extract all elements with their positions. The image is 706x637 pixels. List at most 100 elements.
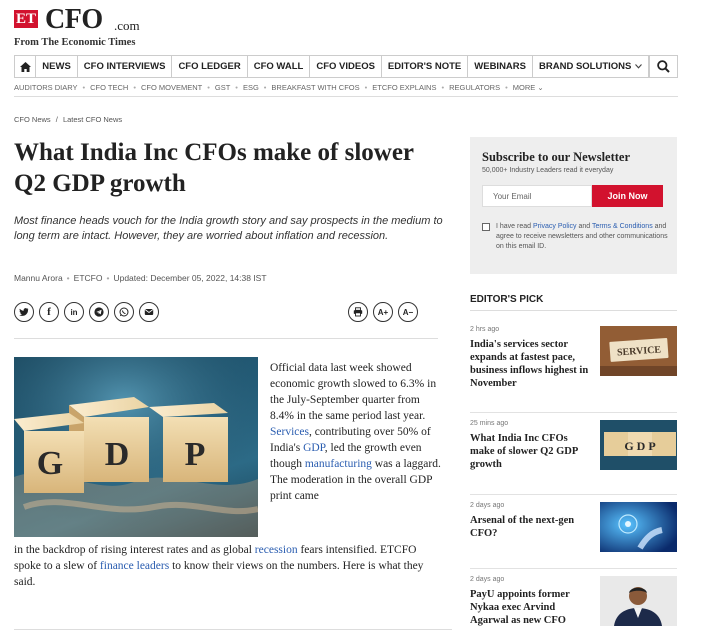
twitter-icon (19, 308, 29, 316)
article-hero-image: G D P (14, 357, 258, 537)
breadcrumb-home[interactable]: CFO News (14, 115, 51, 124)
font-decrease-button[interactable]: A− (398, 302, 418, 322)
search-icon (657, 60, 670, 73)
subnav-item-esg[interactable]: ESG (242, 83, 259, 92)
consent-text-part: and agree to receive newsletters and oth… (496, 223, 668, 250)
article-source: ETCFO (73, 273, 103, 283)
divider (14, 338, 438, 339)
editors-pick-thumbnail (600, 502, 677, 552)
article-body-top: Official data last week showed economic … (270, 360, 442, 504)
body-text: was a laggard. The moderation in the ove… (270, 458, 441, 502)
nav-item-brand-solutions[interactable]: BRAND SOLUTIONS (533, 56, 650, 77)
subnav-item-breakfast-with-cfos[interactable]: BREAKFAST WITH CFOS (271, 83, 360, 92)
body-text: to know their views on the numbers. Here… (14, 560, 424, 588)
chevron-down-icon (635, 64, 643, 69)
newsletter-title: Subscribe to our Newsletter (482, 150, 631, 164)
breadcrumb-separator: / (55, 115, 58, 124)
twitter-share-button[interactable] (14, 302, 34, 322)
breadcrumb-current[interactable]: Latest CFO News (62, 115, 123, 124)
newsletter-subtitle: 50,000+ Industry Leaders read it everyda… (482, 167, 614, 174)
body-text: , contributing over 50% of India's (270, 426, 431, 454)
whatsapp-icon (119, 307, 129, 317)
join-now-button[interactable]: Join Now (592, 185, 663, 207)
logo-com: .com (114, 18, 140, 33)
main-nav: NEWS CFO INTERVIEWS CFO LEDGER CFO WALL … (14, 55, 678, 78)
link-services[interactable]: Services (270, 426, 309, 438)
logo-et: ET (14, 10, 39, 28)
nav-item-webinars[interactable]: WEBINARS (468, 56, 533, 77)
gdp-blocks-illustration: G D P (14, 357, 258, 537)
divider (470, 310, 677, 311)
terms-link[interactable]: Terms & Conditions (592, 223, 653, 230)
privacy-policy-link[interactable]: Privacy Policy (532, 223, 577, 230)
subnav-item-more[interactable]: MORE ⌄ (513, 83, 544, 92)
body-text: , led the growth even though (270, 442, 422, 470)
editors-pick-title[interactable]: Arsenal of the next-gen CFO? (470, 515, 575, 539)
search-button[interactable] (650, 56, 677, 77)
consent-text: I have read Privacy Policy and Terms & C… (496, 222, 668, 252)
facebook-share-button[interactable]: f (39, 302, 59, 322)
breadcrumb: CFO News / Latest CFO News (14, 115, 122, 124)
editors-pick-time: 25 mins ago (470, 420, 509, 427)
email-share-button[interactable] (139, 302, 159, 322)
subnav-item-gst[interactable]: GST (214, 83, 231, 92)
consent-text-part: I have read (496, 223, 533, 230)
svg-text:D: D (105, 436, 130, 473)
nav-item-news[interactable]: NEWS (36, 56, 78, 77)
chevron-down-icon: ⌄ (537, 83, 544, 92)
editors-pick-title[interactable]: India's services sector expands at faste… (470, 339, 589, 389)
updated-time: Updated: December 05, 2022, 14:38 IST (113, 273, 267, 283)
subnav-item-regulators[interactable]: REGULATORS (449, 83, 501, 92)
article-body-bottom: in the backdrop of rising interest rates… (14, 542, 444, 590)
editors-pick-time: 2 days ago (470, 502, 505, 509)
nav-spacer (649, 56, 651, 77)
svg-text:P: P (185, 436, 206, 473)
link-finance-leaders[interactable]: finance leaders (99, 560, 170, 572)
sub-nav: AUDITORS DIARY • CFO TECH • CFO MOVEMENT • … (14, 83, 544, 92)
link-gdp[interactable]: GDP (303, 442, 325, 454)
article-tools: A+ A− (348, 302, 418, 322)
divider (470, 412, 677, 413)
nav-home[interactable] (15, 56, 37, 77)
editors-pick-title[interactable]: What India Inc CFOs make of slower Q2 GD… (470, 433, 578, 470)
divider (470, 568, 677, 569)
nav-item-editors-note[interactable]: EDITOR'S NOTE (382, 56, 469, 77)
nav-item-brand-solutions-label: BRAND SOLUTIONS (539, 61, 632, 72)
subnav-item-etcfo-explains[interactable]: ETCFO EXPLAINS (372, 83, 437, 92)
editors-pick-time: 2 hrs ago (470, 326, 500, 333)
author-name[interactable]: Mannu Arora (14, 273, 63, 283)
email-icon (144, 309, 154, 315)
nav-item-cfo-interviews[interactable]: CFO INTERVIEWS (78, 56, 173, 77)
font-increase-button[interactable]: A+ (373, 302, 393, 322)
telegram-share-button[interactable] (89, 302, 109, 322)
print-button[interactable] (348, 302, 368, 322)
link-manufacturing[interactable]: manufacturing (304, 458, 372, 470)
newsletter-email-input[interactable] (482, 185, 592, 207)
subnav-item-cfo-tech[interactable]: CFO TECH (90, 83, 129, 92)
thumb-label: SERVICE (617, 344, 662, 358)
body-text: Official data last week showed economic … (270, 362, 437, 422)
divider (14, 629, 452, 630)
nav-item-cfo-ledger[interactable]: CFO LEDGER (172, 56, 248, 77)
nav-item-cfo-videos[interactable]: CFO VIDEOS (310, 56, 382, 77)
subnav-item-auditors-diary[interactable]: AUDITORS DIARY (14, 83, 78, 92)
consent-checkbox[interactable] (482, 223, 490, 231)
linkedin-icon: in (70, 307, 78, 317)
logo-tagline: From The Economic Times (14, 37, 136, 48)
newsletter-box: Subscribe to our Newsletter 50,000+ Indu… (470, 137, 677, 274)
consent-text-part: and (576, 223, 592, 230)
editors-pick-title[interactable]: PayU appoints former Nykaa exec Arvind A… (470, 589, 570, 626)
linkedin-share-button[interactable]: in (64, 302, 84, 322)
editors-pick-thumbnail: G D P (600, 420, 677, 470)
article-title: What India Inc CFOs make of slower Q2 GD… (14, 139, 414, 197)
share-bar: f in (14, 302, 159, 322)
subnav-item-cfo-movement[interactable]: CFO MOVEMENT (140, 83, 203, 92)
editors-pick-thumbnail (600, 576, 677, 626)
logo-cfo: CFO (45, 4, 103, 35)
font-increase-label: A+ (377, 307, 389, 317)
link-recession[interactable]: recession (254, 544, 298, 556)
whatsapp-share-button[interactable] (114, 302, 134, 322)
body-text: in the backdrop of rising interest rates… (14, 544, 255, 556)
nav-item-cfo-wall[interactable]: CFO WALL (248, 56, 311, 77)
editors-pick-thumbnail: SERVICE (600, 326, 677, 376)
